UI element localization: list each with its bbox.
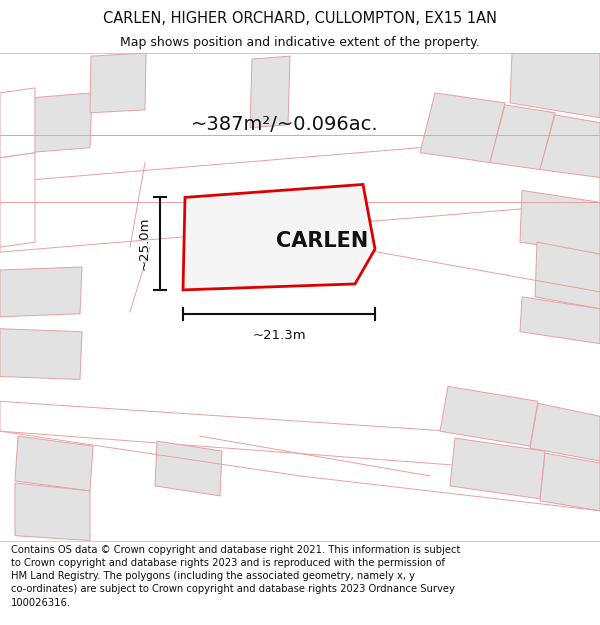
Text: ~21.3m: ~21.3m: [252, 329, 306, 342]
Polygon shape: [530, 403, 600, 461]
Text: Map shows position and indicative extent of the property.: Map shows position and indicative extent…: [120, 36, 480, 49]
Polygon shape: [540, 115, 600, 178]
Polygon shape: [28, 93, 92, 152]
Polygon shape: [185, 191, 342, 259]
Polygon shape: [15, 483, 90, 541]
Polygon shape: [520, 191, 600, 254]
Polygon shape: [0, 267, 82, 317]
Polygon shape: [90, 53, 146, 113]
Polygon shape: [440, 386, 538, 446]
Polygon shape: [0, 152, 35, 247]
Polygon shape: [490, 105, 555, 169]
Text: CARLEN, HIGHER ORCHARD, CULLOMPTON, EX15 1AN: CARLEN, HIGHER ORCHARD, CULLOMPTON, EX15…: [103, 11, 497, 26]
Polygon shape: [450, 438, 545, 499]
Polygon shape: [420, 93, 505, 162]
Polygon shape: [155, 441, 222, 496]
Polygon shape: [510, 53, 600, 118]
Polygon shape: [0, 88, 35, 158]
Polygon shape: [540, 453, 600, 511]
Text: ~387m²/~0.096ac.: ~387m²/~0.096ac.: [191, 115, 379, 134]
Polygon shape: [183, 184, 375, 290]
Text: Contains OS data © Crown copyright and database right 2021. This information is : Contains OS data © Crown copyright and d…: [11, 545, 460, 608]
Polygon shape: [535, 242, 600, 309]
Text: CARLEN: CARLEN: [276, 231, 368, 251]
Polygon shape: [520, 297, 600, 344]
Polygon shape: [0, 329, 82, 379]
Polygon shape: [0, 401, 600, 476]
Polygon shape: [250, 56, 290, 128]
Polygon shape: [0, 132, 600, 252]
Polygon shape: [15, 436, 93, 491]
Text: ~25.0m: ~25.0m: [137, 217, 151, 271]
